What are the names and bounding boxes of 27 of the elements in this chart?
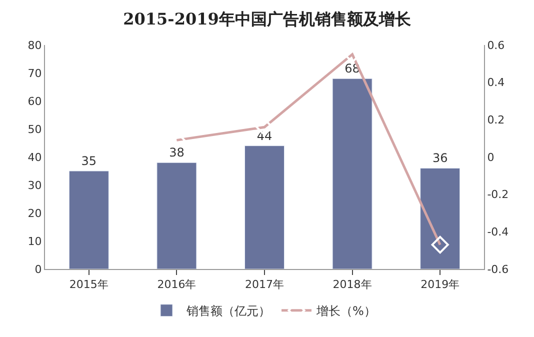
y-tick-label: 40 bbox=[28, 150, 42, 164]
y2-tick-label: 0.2 bbox=[487, 114, 505, 127]
y2-tick-label: -0.4 bbox=[487, 226, 509, 239]
y-tick-label: 0 bbox=[34, 262, 42, 276]
y-tick-label: 80 bbox=[28, 38, 42, 52]
y-tick-label: 60 bbox=[28, 94, 42, 108]
legend-label: 增长（%） bbox=[316, 304, 376, 318]
x-tick-label: 2017年 bbox=[245, 278, 284, 292]
y2-tick-label: 0.4 bbox=[487, 76, 505, 90]
y-tick-label: 10 bbox=[28, 234, 42, 248]
y2-tick-label: 0.6 bbox=[487, 38, 505, 52]
y-tick-label: 20 bbox=[28, 206, 42, 220]
data-label: 38 bbox=[169, 146, 184, 160]
y-tick-label: 70 bbox=[28, 66, 42, 80]
x-tick-label: 2016年 bbox=[157, 278, 196, 292]
x-tick-label: 2019年 bbox=[420, 278, 460, 292]
y2-tick-label: -0.6 bbox=[487, 262, 509, 276]
y-tick-label: 50 bbox=[28, 122, 42, 136]
data-label: 35 bbox=[81, 154, 97, 168]
x-tick-label: 2018年 bbox=[332, 278, 372, 292]
y2-tick-label: 0 bbox=[487, 150, 494, 164]
y2-tick-label: -0.2 bbox=[487, 188, 509, 202]
y-tick-label: 30 bbox=[28, 178, 42, 192]
x-tick-label: 2015年 bbox=[69, 278, 108, 292]
legend-label: 销售额（亿元） bbox=[186, 304, 270, 318]
chart-title: 2015-2019年中国广告机销售额及增长 bbox=[123, 10, 412, 29]
data-label: 36 bbox=[432, 151, 448, 166]
